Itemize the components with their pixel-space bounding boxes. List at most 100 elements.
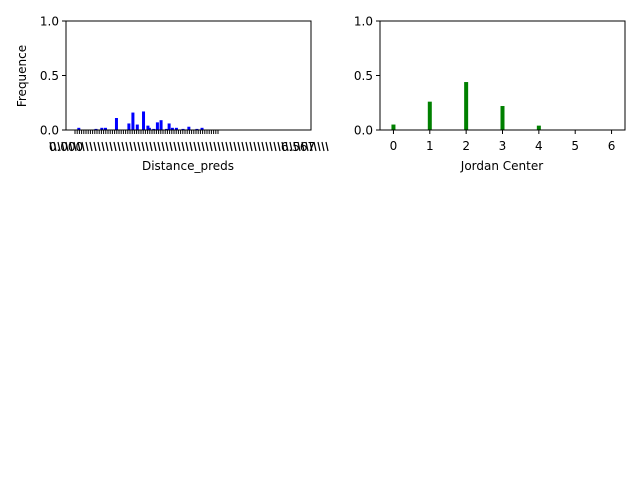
- x-tick-label-glyph: [73, 141, 77, 152]
- x-tick-label-glyph: [181, 141, 185, 152]
- x-tick-label-glyph: [129, 141, 133, 152]
- x-tick-label-glyph: [265, 141, 269, 152]
- x-tick-label-glyph: [189, 141, 193, 152]
- x-tick-label-glyph: [257, 141, 261, 152]
- x-tick-label-glyph: [209, 141, 213, 152]
- bar: [100, 127, 104, 130]
- x-tick-label-glyph: [153, 141, 157, 152]
- x-tick-label-glyph: [85, 141, 89, 152]
- bar: [391, 124, 396, 130]
- x-tick-label-glyph: [205, 141, 209, 152]
- x-tick-label-glyph: [149, 141, 153, 152]
- distance-preds-dense-ticks: [49, 130, 329, 152]
- x-tick-label-glyph: [177, 141, 181, 152]
- x-tick-label-glyph: [241, 141, 245, 152]
- bar: [155, 122, 159, 130]
- bar: [159, 120, 163, 130]
- jordan-center-x-axis-label: Jordan Center: [460, 159, 543, 173]
- x-tick-label-glyph: [313, 141, 317, 152]
- bar: [77, 127, 81, 130]
- bar: [195, 128, 199, 130]
- x-tick-label-glyph: [69, 141, 73, 152]
- x-tick-label-glyph: [321, 141, 325, 152]
- bar: [94, 128, 98, 130]
- jordan-center-y-axis: 0.0 0.5 1.0: [354, 15, 380, 138]
- x-tick-label-glyph: [317, 141, 321, 152]
- bar: [135, 124, 139, 130]
- distance-preds-x-axis-label: Distance_preds: [142, 159, 234, 173]
- x-tick-label-glyph: [105, 141, 109, 152]
- x-tick-label-glyph: [109, 141, 113, 152]
- bar: [165, 128, 169, 130]
- x-tick-label-glyph: [217, 141, 221, 152]
- distance-preds-tick-label-left: 0.000: [49, 140, 83, 154]
- x-tick-label-glyph: [269, 141, 273, 152]
- x-tick-label-glyph: [145, 141, 149, 152]
- x-tick-label-glyph: [289, 141, 293, 152]
- x-tick-label-glyph: [293, 141, 297, 152]
- x-tick-label-glyph: [273, 141, 277, 152]
- bar: [174, 127, 178, 130]
- x-tick-label-glyph: [165, 141, 169, 152]
- distance-preds-bars: [77, 111, 204, 130]
- bar: [500, 106, 505, 130]
- y-tick-label: 1.0: [354, 15, 373, 29]
- x-tick-label-glyph: [117, 141, 121, 152]
- jordan-center-bars: [391, 82, 541, 130]
- bar: [147, 127, 151, 130]
- x-tick-label-glyph: [201, 141, 205, 152]
- x-tick-label-glyph: [93, 141, 97, 152]
- bar: [114, 118, 118, 130]
- distance-preds-y-axis-label: Frequence: [15, 45, 29, 107]
- x-tick-label: 1: [426, 139, 434, 153]
- x-tick-label-glyph: [133, 141, 137, 152]
- x-tick-label-glyph: [113, 141, 117, 152]
- x-tick-label-glyph: [173, 141, 177, 152]
- bar: [187, 126, 191, 130]
- x-tick-label-glyph: [285, 141, 289, 152]
- bar: [131, 112, 135, 130]
- x-tick-label-glyph: [225, 141, 229, 152]
- x-tick-label-glyph: [281, 141, 285, 152]
- x-tick-label-glyph: [297, 141, 301, 152]
- x-tick-label-glyph: [49, 141, 53, 152]
- x-tick-label-glyph: [185, 141, 189, 152]
- bar: [181, 128, 185, 130]
- x-tick-label-glyph: [101, 141, 105, 152]
- x-tick-label-glyph: [77, 141, 81, 152]
- x-tick-label-glyph: [193, 141, 197, 152]
- x-tick-label: 0: [390, 139, 398, 153]
- x-tick-label-glyph: [137, 141, 141, 152]
- y-tick-label: 0.0: [40, 124, 59, 138]
- bar: [170, 127, 174, 130]
- bar: [103, 127, 107, 130]
- distance-preds-y-axis: 0.0 0.5 1.0: [40, 15, 66, 138]
- x-tick-label: 6: [608, 139, 616, 153]
- bar: [536, 125, 541, 130]
- bar: [167, 123, 171, 130]
- x-tick-label-glyph: [249, 141, 253, 152]
- x-tick-label-glyph: [277, 141, 281, 152]
- jordan-center-x-axis: 0 1 2 3 4 5 6: [390, 130, 616, 153]
- bar: [142, 111, 146, 130]
- x-tick-label-glyph: [121, 141, 125, 152]
- x-tick-label-glyph: [253, 141, 257, 152]
- x-tick-label-glyph: [65, 141, 69, 152]
- x-tick-label-glyph: [53, 141, 57, 152]
- y-tick-label: 0.0: [354, 124, 373, 138]
- x-tick-label: 4: [535, 139, 543, 153]
- jordan-center-axes: 0.0 0.5 1.0 0 1 2 3 4 5 6 Jordan Center: [354, 15, 626, 173]
- bar: [427, 101, 432, 130]
- bar: [127, 123, 131, 130]
- x-tick-label-glyph: [97, 141, 101, 152]
- x-tick-label-glyph: [169, 141, 173, 152]
- x-tick-label-glyph: [61, 141, 65, 152]
- x-tick-label-glyph: [141, 141, 145, 152]
- bar: [200, 127, 204, 130]
- x-tick-label-glyph: [57, 141, 61, 152]
- x-tick-label-glyph: [233, 141, 237, 152]
- bar: [152, 128, 156, 130]
- x-tick-label-glyph: [81, 141, 85, 152]
